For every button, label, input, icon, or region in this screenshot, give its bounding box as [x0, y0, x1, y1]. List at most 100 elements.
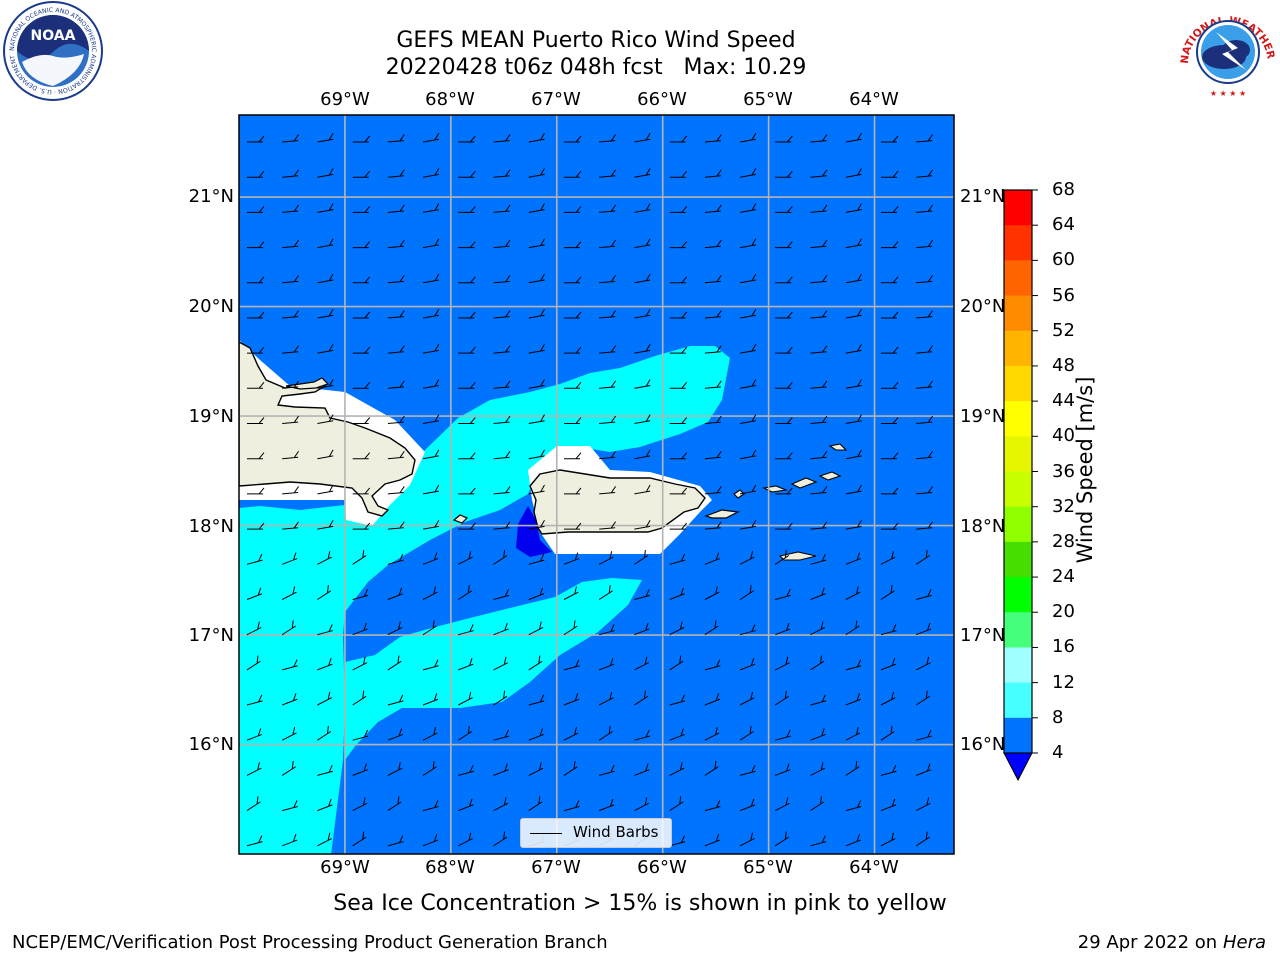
wind-barb [493, 831, 508, 847]
wind-barb [669, 487, 688, 495]
wind-barb [915, 549, 930, 565]
wind-barb [810, 486, 828, 495]
wind-barb [563, 586, 579, 600]
wind-barb [493, 415, 511, 424]
wind-barb [739, 691, 755, 706]
wind-barb [704, 204, 722, 213]
wind-barb [528, 414, 545, 424]
wind-barb [493, 380, 511, 389]
wind-barb [634, 656, 649, 671]
wind-barb [740, 449, 757, 460]
wind-barb [775, 381, 793, 389]
wind-barb [845, 168, 862, 178]
wind-barb [704, 415, 722, 424]
wind-barb [246, 835, 263, 847]
chart-title: GEFS MEAN Puerto Rico Wind Speed [396, 28, 796, 53]
wind-barb [810, 310, 828, 319]
wind-barb [881, 241, 899, 249]
wind-barb [423, 449, 440, 460]
colorbar-band [1004, 225, 1032, 261]
wind-barb [282, 310, 300, 319]
wind-barb [387, 521, 405, 530]
wind-barb [881, 417, 899, 424]
wind-barb [564, 452, 582, 460]
wind-barb [423, 343, 440, 354]
wind-barb [564, 241, 582, 249]
wind-barb [880, 691, 896, 706]
wind-barb [740, 379, 757, 389]
wind-barb [247, 346, 265, 354]
wind-barb [599, 239, 617, 249]
wind-barb [845, 238, 862, 249]
wind-barb [810, 450, 828, 460]
wind-barb [775, 831, 789, 847]
wind-barb [493, 589, 510, 600]
wind-barb [775, 622, 791, 636]
chart-subtitle: 20220428 t06z 048h fcst Max: 10.29 [385, 55, 807, 80]
wind-contour-8-12-north [239, 346, 730, 854]
wind-barb [880, 658, 897, 671]
wind-barb [704, 275, 722, 284]
colorbar-band [1004, 260, 1032, 297]
colorbar-tick-label: 16 [1052, 636, 1075, 658]
wind-barb [422, 552, 439, 565]
wind-barb [599, 450, 617, 460]
wind-barb [810, 380, 828, 389]
wind-barb [423, 238, 440, 249]
wind-barb [352, 831, 367, 847]
wind-barb [423, 414, 440, 424]
wind-barb [704, 134, 722, 143]
colorbar-band [1004, 612, 1032, 648]
wind-barb [282, 552, 298, 565]
wind-barb [810, 835, 827, 847]
wind-barb [880, 764, 897, 776]
wind-barb [775, 241, 793, 249]
wind-barb [387, 587, 404, 600]
wind-barb [387, 728, 404, 741]
wind-barb [704, 761, 719, 776]
wind-barb [775, 522, 793, 530]
wind-barb [669, 655, 684, 671]
wind-barb [598, 585, 613, 600]
wind-barb [528, 238, 545, 249]
wind-barb [493, 622, 509, 636]
wind-barb [599, 521, 617, 530]
wind-barb [634, 797, 649, 812]
lon-label-bottom: 65°W [743, 857, 793, 878]
wind-barb [669, 452, 688, 460]
wind-barb [563, 727, 579, 741]
wind-barb [493, 169, 511, 178]
wind-barb [634, 449, 651, 460]
wind-barb [282, 800, 298, 812]
wind-barb [352, 346, 371, 354]
colorbar-band [1004, 577, 1032, 613]
wind-barb [845, 484, 862, 495]
wind-barb [669, 206, 688, 213]
wind-barb [775, 135, 793, 143]
colorbar-tick-label: 32 [1052, 495, 1075, 517]
colorbar-tick-label: 44 [1052, 390, 1075, 412]
wind-barb [528, 587, 544, 600]
wind-barb [528, 728, 544, 741]
wind-barb [634, 484, 651, 495]
colorbar-band [1004, 365, 1032, 402]
wind-barb [352, 797, 368, 812]
wind-barb [564, 135, 582, 143]
wind-barb [634, 622, 650, 636]
wind-barb [739, 798, 756, 812]
wind-barb [599, 310, 617, 319]
wind-barb [739, 551, 755, 565]
wind-barb [563, 620, 578, 636]
wind-barbs [246, 132, 934, 847]
wind-barb [810, 694, 827, 706]
wind-barb [352, 487, 371, 495]
wind-barb [423, 132, 440, 143]
wind-barb [564, 206, 582, 213]
wind-barb [916, 380, 934, 389]
lat-label-right: 20°N [960, 296, 1006, 317]
wind-barb [317, 414, 334, 424]
wind-barb [916, 589, 932, 600]
map-legend: Wind Barbs [520, 818, 672, 848]
wind-barb [740, 132, 757, 143]
wind-barb [422, 693, 439, 706]
